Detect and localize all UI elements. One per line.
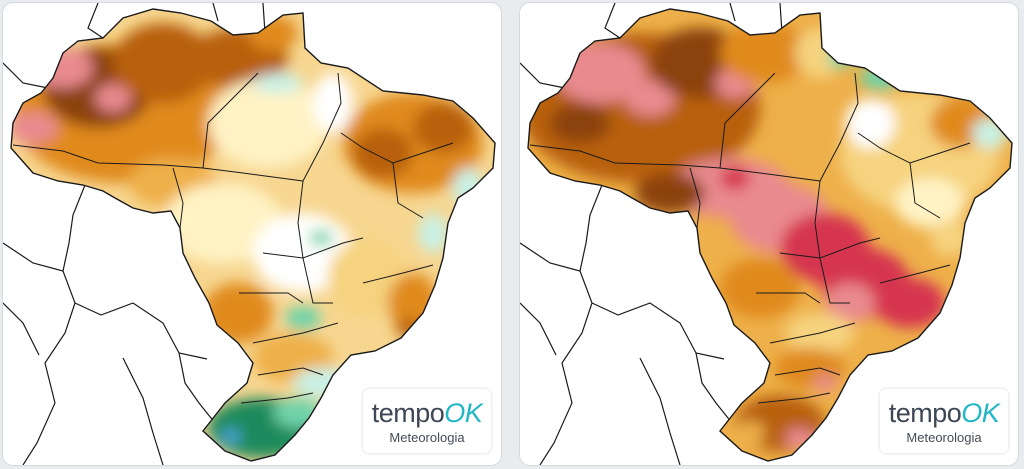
- logo-word-part1: tempo: [888, 398, 962, 428]
- neighbor-borders: [520, 3, 783, 465]
- neighbor-borders: [3, 3, 266, 465]
- state-borders: [12, 72, 454, 404]
- logo-subtitle: Meteorologia: [906, 430, 982, 445]
- map-panel-left: tempoOK Meteorologia: [3, 3, 501, 465]
- logo-word-part2: OK: [961, 398, 1000, 428]
- brazil-outline: [527, 8, 1013, 462]
- state-borders: [529, 72, 971, 404]
- logo-word-part2: OK: [444, 398, 483, 428]
- anomaly-map-left: [3, 3, 496, 465]
- map-panel-right: tempoOK Meteorologia: [520, 3, 1018, 465]
- tempook-logo: tempoOK Meteorologia: [363, 389, 491, 453]
- brazil-outline: [10, 8, 496, 462]
- anomaly-map-right: [520, 3, 1013, 465]
- tempook-logo: tempoOK Meteorologia: [880, 389, 1008, 453]
- logo-subtitle: Meteorologia: [389, 430, 465, 445]
- logo-word-part1: tempo: [371, 398, 445, 428]
